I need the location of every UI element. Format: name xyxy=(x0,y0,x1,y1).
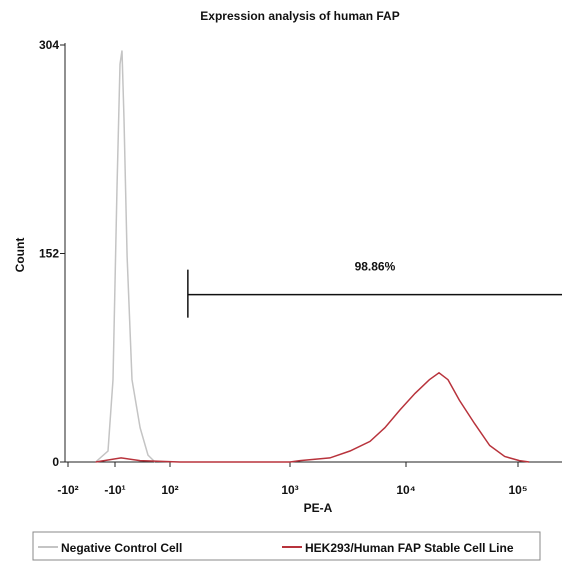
histogram-line xyxy=(95,50,156,463)
x-tick-label: 10⁴ xyxy=(396,483,415,497)
y-tick-label: 152 xyxy=(39,247,59,261)
x-tick-label: 10² xyxy=(161,483,178,497)
y-axis-label: Count xyxy=(13,238,27,273)
x-axis-label: PE-A xyxy=(304,501,333,515)
y-tick-label: 304 xyxy=(39,38,59,52)
legend-label: HEK293/Human FAP Stable Cell Line xyxy=(305,541,514,555)
x-tick-label: -10² xyxy=(57,483,78,497)
x-tick-label: -10¹ xyxy=(104,483,125,497)
x-tick-label: 10⁵ xyxy=(509,483,528,497)
gate-label: 98.86% xyxy=(355,260,396,274)
x-tick-label: 10³ xyxy=(281,483,298,497)
legend-label: Negative Control Cell xyxy=(61,541,182,555)
legend-box xyxy=(32,531,541,561)
y-tick-label: 0 xyxy=(52,455,59,469)
histogram-line xyxy=(95,371,530,463)
chart-title: Expression analysis of human FAP xyxy=(200,9,399,23)
